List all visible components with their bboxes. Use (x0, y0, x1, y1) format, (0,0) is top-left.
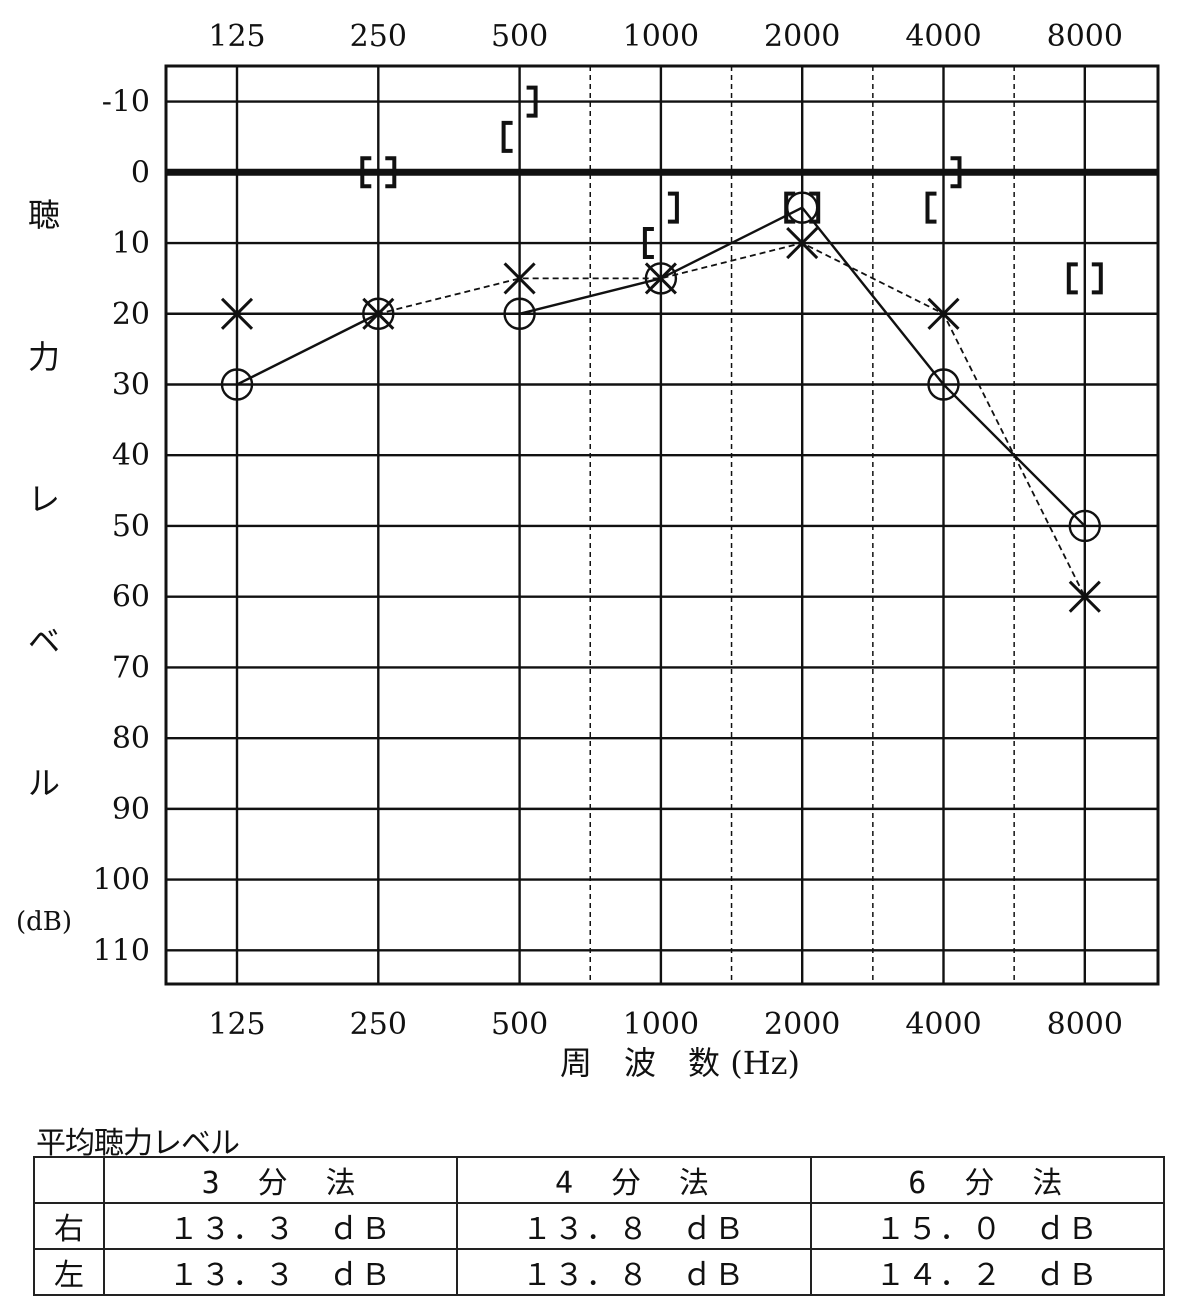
y-tick-label-10: 10 (112, 226, 150, 261)
right-method-6-value: １５．０ ｄＢ (809, 1202, 1166, 1250)
x-tick-label-top-4000: 4000 (905, 19, 981, 54)
x-tick-label-bottom-2000: 2000 (764, 1007, 840, 1042)
circle-marker-4000hz (927, 368, 960, 401)
left-method-3-value: １３．３ ｄＢ (102, 1248, 459, 1296)
y-tick-label-60: 60 (112, 580, 150, 615)
y-axis-label-char: レ (28, 480, 60, 518)
x-tick-label-bottom-4000: 4000 (905, 1007, 981, 1042)
y-tick-label-70: 70 (112, 650, 150, 685)
cross-marker-2000hz (786, 226, 819, 260)
x-tick-label-bottom-8000: 8000 (1047, 1007, 1123, 1042)
chart-labels: 1251252502505005001000100020002000400040… (16, 19, 1123, 1082)
row-label-right: 右 (33, 1202, 105, 1250)
x-tick-label-bottom-250: 250 (350, 1007, 407, 1042)
circle-marker-500hz (503, 297, 536, 330)
circle-marker-8000hz (1068, 509, 1102, 543)
x-tick-label-bottom-500: 500 (491, 1007, 548, 1042)
cross-marker-500hz (503, 262, 536, 295)
bracket-right-8000hz (1091, 262, 1103, 295)
y-tick-label-110: 110 (93, 933, 150, 968)
y-tick-label-0: 0 (131, 155, 150, 190)
method-3-header: 3 分 法 (102, 1156, 459, 1204)
x-tick-label-top-2000: 2000 (764, 19, 840, 54)
bracket-left-2000hz (784, 191, 796, 224)
bracket-left-8000hz (1066, 262, 1078, 295)
y-tick-label-50: 50 (112, 509, 150, 544)
bracket-right-500hz (526, 85, 538, 118)
y-tick-label-80: 80 (112, 721, 150, 756)
x-tick-label-top-1000: 1000 (623, 19, 699, 54)
y-tick-label-100: 100 (93, 863, 150, 898)
table-header-row: 3 分 法 4 分 法 6 分 法 (33, 1156, 1166, 1204)
cross-stroke (927, 297, 960, 330)
cross-marker-1000hz (644, 262, 677, 295)
bracket-right-4000hz (950, 156, 962, 189)
x-axis-label: 周 波 数 (Hz) (560, 1044, 800, 1082)
cross-stroke (786, 226, 819, 260)
bracket-left-1000hz (642, 227, 654, 260)
bracket-left-500hz (501, 120, 513, 153)
cross-stroke (1068, 580, 1101, 613)
chart-grid (164, 64, 1160, 986)
row-label-left: 左 (33, 1248, 105, 1296)
left-method-4-value: １３．８ ｄＢ (456, 1248, 812, 1296)
table-row-left: 左 １３．３ ｄＢ １３．８ ｄＢ １４．２ ｄＢ (33, 1248, 1166, 1296)
table-corner-cell (33, 1156, 105, 1204)
y-tick-label-30: 30 (112, 367, 150, 402)
cross-marker-8000hz (1068, 580, 1101, 613)
y-axis-label-char: ル (28, 764, 60, 802)
cross-stroke (644, 262, 677, 295)
y-axis-label-char: 力 (28, 338, 60, 376)
cross-stroke (503, 262, 536, 295)
cross-marker-125hz (220, 297, 254, 330)
y-tick-label-20: 20 (112, 297, 150, 332)
x-tick-label-bottom-1000: 1000 (623, 1007, 699, 1042)
x-tick-label-top-8000: 8000 (1047, 19, 1123, 54)
method-6-header: 6 分 法 (809, 1156, 1166, 1204)
y-tick-label-40: 40 (112, 438, 150, 473)
bracket-left-250hz (360, 156, 372, 189)
audiogram-chart: 1251252502505005001000100020002000400040… (16, 19, 1160, 1082)
cross-marker-250hz (362, 297, 395, 330)
bone-conduction-marks (360, 85, 1103, 295)
x-tick-label-top-500: 500 (491, 19, 548, 54)
average-hearing-level-title: 平均聴力レベル (36, 1126, 240, 1161)
cross-stroke (362, 297, 395, 330)
x-tick-label-top-250: 250 (350, 19, 407, 54)
circle-marker-125hz (220, 368, 254, 401)
y-axis-label-char: ベ (28, 622, 60, 660)
left-method-6-value: １４．２ ｄＢ (809, 1248, 1166, 1296)
x-tick-label-top-125: 125 (208, 19, 265, 54)
cross-marker-4000hz (927, 297, 960, 330)
y-tick-label--10: -10 (102, 85, 150, 120)
table-row-right: 右 １３．３ ｄＢ １３．８ ｄＢ １５．０ ｄＢ (33, 1202, 1166, 1250)
right-method-3-value: １３．３ ｄＢ (102, 1202, 459, 1250)
bracket-right-1000hz (667, 191, 679, 224)
y-axis-unit: (dB) (16, 907, 72, 937)
circle-marker-250hz (362, 297, 395, 330)
method-4-header: 4 分 法 (456, 1156, 812, 1204)
x-tick-label-bottom-125: 125 (208, 1007, 265, 1042)
y-axis-label-char: 聴 (28, 196, 60, 234)
average-hearing-level-table: 3 分 法 4 分 法 6 分 法 右 １３．３ ｄＢ １３．８ ｄＢ １５．０… (33, 1156, 1166, 1296)
cross-stroke (220, 297, 254, 330)
bracket-right-2000hz (809, 191, 821, 224)
chart-series (220, 191, 1102, 613)
right-method-4-value: １３．８ ｄＢ (456, 1202, 812, 1250)
y-tick-label-90: 90 (112, 792, 150, 827)
bracket-left-4000hz (925, 191, 937, 224)
bracket-right-250hz (385, 156, 397, 189)
